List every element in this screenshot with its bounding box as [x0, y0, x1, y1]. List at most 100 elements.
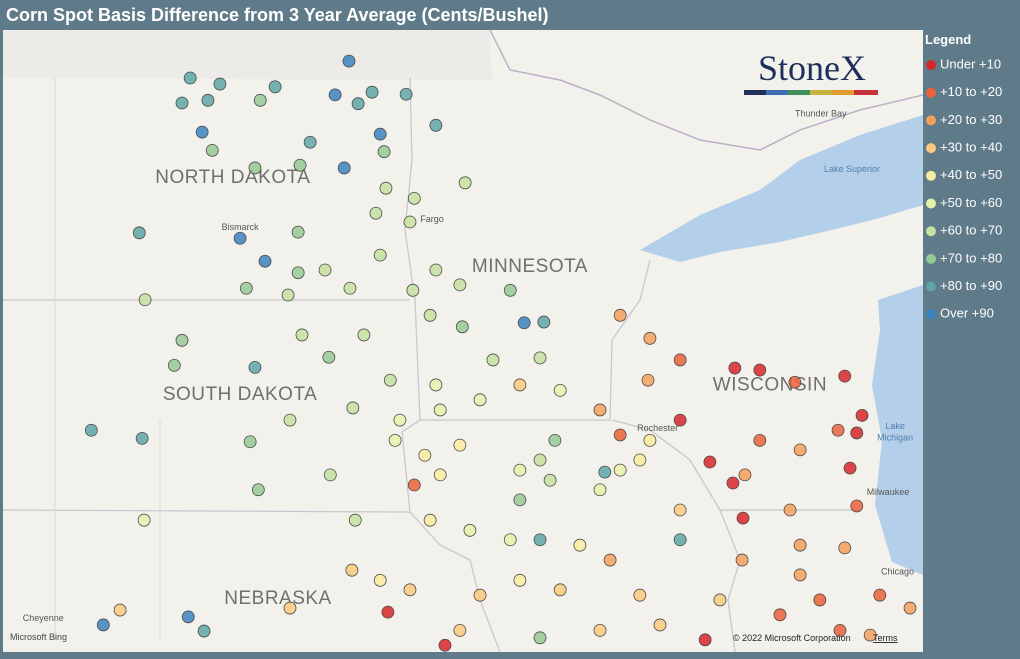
location-point — [248, 360, 262, 374]
location-point — [788, 375, 802, 389]
location-point — [348, 513, 362, 527]
location-point — [183, 71, 197, 85]
location-point — [641, 373, 655, 387]
location-point — [728, 361, 742, 375]
location-point — [135, 431, 149, 445]
roads — [54, 78, 161, 640]
border-canada — [489, 29, 924, 151]
location-point — [793, 568, 807, 582]
title: Corn Spot Basis Difference from 3 Year A… — [6, 5, 549, 25]
location-point — [258, 254, 272, 268]
location-point — [838, 541, 852, 555]
basemap — [2, 29, 924, 653]
location-point — [268, 80, 282, 94]
location-point — [84, 423, 98, 437]
location-point — [613, 428, 627, 442]
location-point — [345, 563, 359, 577]
location-point — [453, 623, 467, 637]
legend-label: +10 to +20 — [940, 84, 1002, 99]
location-point — [873, 588, 887, 602]
city-label: Cheyenne — [23, 613, 64, 623]
logo-box: StoneX — [744, 48, 878, 95]
legend-swatch — [926, 60, 936, 70]
location-point — [903, 601, 917, 615]
legend-label: +60 to +70 — [940, 223, 1002, 238]
location-point — [633, 588, 647, 602]
legend-swatch — [926, 309, 936, 320]
location-point — [455, 320, 469, 334]
location-point — [453, 438, 467, 452]
location-point — [351, 97, 365, 111]
location-point — [373, 127, 387, 141]
location-point — [593, 623, 607, 637]
logo-stripe — [810, 90, 832, 95]
state-label: WISCONSIN — [713, 374, 827, 395]
location-point — [813, 593, 827, 607]
logo-stripe — [788, 90, 810, 95]
location-point — [243, 435, 257, 449]
location-point — [138, 293, 152, 307]
map-points — [84, 54, 917, 652]
location-point — [783, 503, 797, 517]
location-point — [838, 369, 852, 383]
location-point — [403, 215, 417, 229]
location-point — [513, 463, 527, 477]
location-point — [673, 533, 687, 547]
location-point — [433, 468, 447, 482]
location-point — [337, 161, 351, 175]
location-point — [407, 191, 421, 205]
location-point — [418, 448, 432, 462]
terms-link[interactable]: Terms — [873, 633, 898, 643]
location-point — [613, 308, 627, 322]
location-point — [473, 393, 487, 407]
location-point — [113, 603, 127, 617]
logo: StoneX — [758, 48, 866, 88]
location-point — [373, 248, 387, 262]
location-point — [429, 378, 443, 392]
location-point — [833, 623, 847, 637]
location-point — [503, 533, 517, 547]
location-point — [698, 633, 712, 647]
location-point — [463, 523, 477, 537]
location-point — [855, 408, 869, 422]
location-point — [453, 278, 467, 292]
location-point — [533, 533, 547, 547]
location-point — [373, 573, 387, 587]
location-point — [473, 588, 487, 602]
location-point — [393, 413, 407, 427]
location-point — [713, 593, 727, 607]
location-point — [773, 608, 787, 622]
legend-label: +40 to +50 — [940, 167, 1002, 182]
location-point — [132, 226, 146, 240]
location-point — [593, 403, 607, 417]
legend-swatch — [926, 198, 936, 209]
location-point — [573, 538, 587, 552]
legend-label: +30 to +40 — [940, 140, 1002, 155]
location-point — [381, 605, 395, 619]
location-point — [548, 433, 562, 447]
location-point — [283, 601, 297, 615]
legend-label: Under +10 — [940, 56, 1001, 71]
location-point — [322, 350, 336, 364]
location-point — [328, 88, 342, 102]
location-point — [793, 538, 807, 552]
legend-swatch — [926, 253, 936, 264]
water-label: Michigan — [877, 432, 913, 442]
location-point — [197, 624, 211, 638]
location-point — [318, 263, 332, 277]
city-label: Thunder Bay — [795, 109, 847, 119]
location-point — [379, 181, 393, 195]
location-point — [181, 610, 195, 624]
location-point — [753, 433, 767, 447]
location-point — [429, 118, 443, 132]
legend-swatch — [926, 115, 936, 126]
legend: Under +10 +10 to +20 +20 to +30 +30 to +40 +… — [926, 56, 1002, 321]
location-point — [598, 465, 612, 479]
location-point — [167, 358, 181, 372]
location-point — [377, 145, 391, 159]
location-point — [205, 143, 219, 157]
location-point — [303, 135, 317, 149]
location-point — [673, 503, 687, 517]
legend-swatch — [926, 281, 936, 292]
